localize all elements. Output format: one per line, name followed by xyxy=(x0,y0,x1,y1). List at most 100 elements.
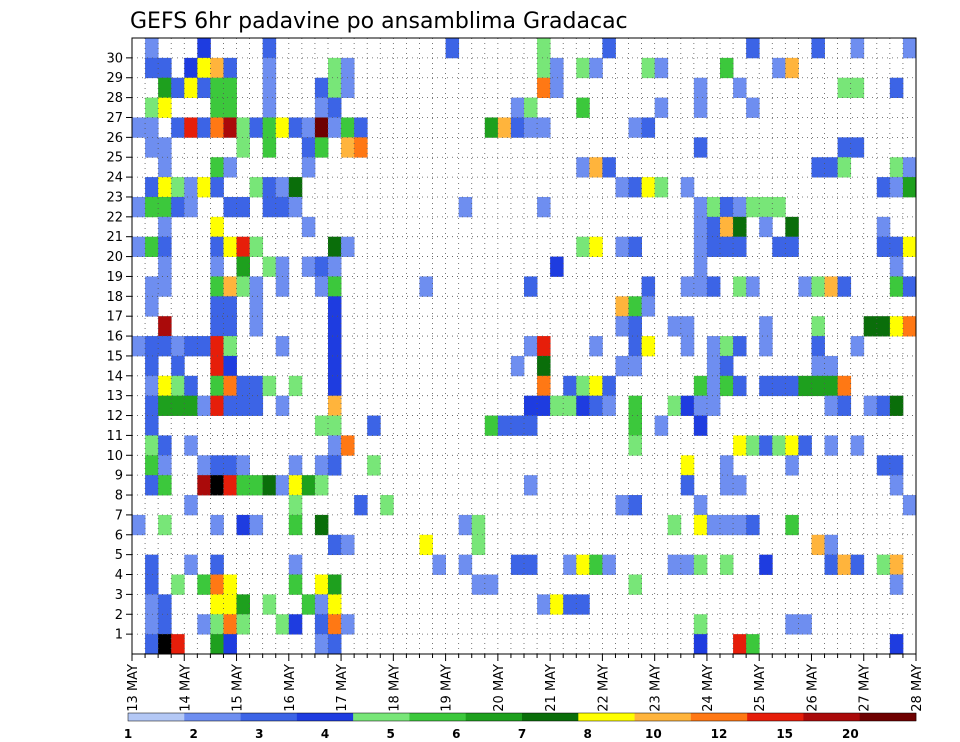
heatmap-cell xyxy=(197,475,211,496)
heatmap-cell xyxy=(275,177,290,198)
heatmap-cell xyxy=(693,77,708,99)
heatmap-cell xyxy=(550,77,564,99)
heatmap-cell xyxy=(341,137,355,158)
heatmap-cell xyxy=(288,495,303,516)
heatmap-cell xyxy=(589,395,603,416)
x-axis: 13 MAY 14 MAY 15 MAY 16 MAY 17 MAY 18 MAY 19 M… xyxy=(126,654,925,712)
heatmap-cell xyxy=(210,554,224,575)
heatmap-cell xyxy=(158,196,172,218)
heatmap-cell xyxy=(262,38,277,59)
heatmap-cell xyxy=(576,594,590,615)
heatmap-cell xyxy=(236,236,250,257)
heatmap-cell xyxy=(236,395,250,416)
heatmap-cell xyxy=(497,415,512,436)
heatmap-cell xyxy=(262,594,277,615)
heatmap-cell xyxy=(145,336,159,357)
heatmap-cell xyxy=(314,614,329,635)
heatmap-cell xyxy=(288,177,303,198)
heatmap-cell xyxy=(537,196,551,218)
heatmap-cell xyxy=(223,57,237,79)
heatmap-cell xyxy=(184,336,198,357)
heatmap-cell xyxy=(328,57,342,79)
heatmap-cell xyxy=(654,415,669,436)
heatmap-cell xyxy=(602,375,616,397)
heatmap-cell xyxy=(785,216,799,238)
colorbar-label: 8 xyxy=(583,727,591,741)
x-tick-label: 17 MAY xyxy=(335,664,350,712)
heatmap-cell xyxy=(550,594,564,615)
heatmap-cell xyxy=(589,375,603,397)
heatmap-cell xyxy=(746,38,760,59)
y-tick-label: 2 xyxy=(115,608,123,623)
colorbar-swatch xyxy=(353,713,410,721)
heatmap-cell xyxy=(341,435,355,456)
heatmap-cell xyxy=(145,554,159,575)
heatmap-cell xyxy=(132,514,146,536)
heatmap-cell xyxy=(746,276,760,297)
heatmap-cell xyxy=(641,276,656,297)
heatmap-cell xyxy=(902,316,917,337)
heatmap-cell xyxy=(693,216,708,238)
y-tick-label: 6 xyxy=(115,528,123,543)
heatmap-cell xyxy=(837,375,852,397)
heatmap-cell xyxy=(275,395,290,416)
heatmap-cell xyxy=(628,355,642,377)
y-tick-label: 23 xyxy=(106,190,123,205)
heatmap-cell xyxy=(210,216,224,238)
heatmap-cell xyxy=(759,375,773,397)
colorbar-swatch xyxy=(465,713,523,721)
heatmap-cell xyxy=(432,554,446,575)
heatmap-cell xyxy=(223,276,237,297)
heatmap-cell xyxy=(680,475,695,496)
heatmap-cell xyxy=(288,514,303,536)
heatmap-cell xyxy=(328,574,342,595)
heatmap-cell xyxy=(641,336,656,357)
heatmap-cell xyxy=(236,514,250,536)
heatmap-cell xyxy=(171,336,185,357)
heatmap-cell xyxy=(275,475,290,496)
heatmap-cell xyxy=(210,514,224,536)
heatmap-cell xyxy=(746,196,760,218)
heatmap-cell xyxy=(798,435,812,456)
heatmap-cell xyxy=(641,177,656,198)
heatmap-cell xyxy=(733,236,747,257)
heatmap-cell xyxy=(171,395,185,416)
heatmap-cell xyxy=(720,336,734,357)
heatmap-cell xyxy=(223,475,237,496)
heatmap-cell xyxy=(693,554,708,575)
heatmap-cell xyxy=(628,117,642,138)
x-tick-label: 15 MAY xyxy=(231,664,246,712)
heatmap-cell xyxy=(145,395,159,416)
heatmap-cell xyxy=(262,77,277,99)
heatmap-cell xyxy=(145,276,159,297)
heatmap-cell xyxy=(132,236,146,257)
heatmap-cell xyxy=(576,57,590,79)
heatmap-cell xyxy=(876,177,891,198)
heatmap-cell xyxy=(314,594,329,615)
heatmap-cell xyxy=(223,117,237,138)
heatmap-cell xyxy=(145,296,159,317)
heatmap-cell xyxy=(158,137,172,158)
heatmap-cell xyxy=(354,117,368,138)
heatmap-cell xyxy=(223,336,237,357)
heatmap-cell xyxy=(328,355,342,377)
heatmap-cell xyxy=(615,495,629,516)
heatmap-cells xyxy=(132,38,917,655)
heatmap-cell xyxy=(733,514,747,536)
x-tick-label: 28 MAY xyxy=(910,664,925,712)
heatmap-cell xyxy=(785,514,799,536)
heatmap-cell xyxy=(524,395,538,416)
colorbar-label: 10 xyxy=(645,727,662,741)
heatmap-cell xyxy=(720,514,734,536)
heatmap-cell xyxy=(602,157,616,178)
heatmap-cell xyxy=(706,196,721,218)
heatmap-cell xyxy=(550,395,564,416)
heatmap-cell xyxy=(889,475,904,496)
heatmap-cell xyxy=(772,236,786,257)
heatmap-cell xyxy=(484,574,499,595)
heatmap-cell xyxy=(876,316,891,337)
heatmap-cell xyxy=(733,435,747,456)
heatmap-cell xyxy=(262,97,277,118)
heatmap-cell xyxy=(197,574,211,595)
